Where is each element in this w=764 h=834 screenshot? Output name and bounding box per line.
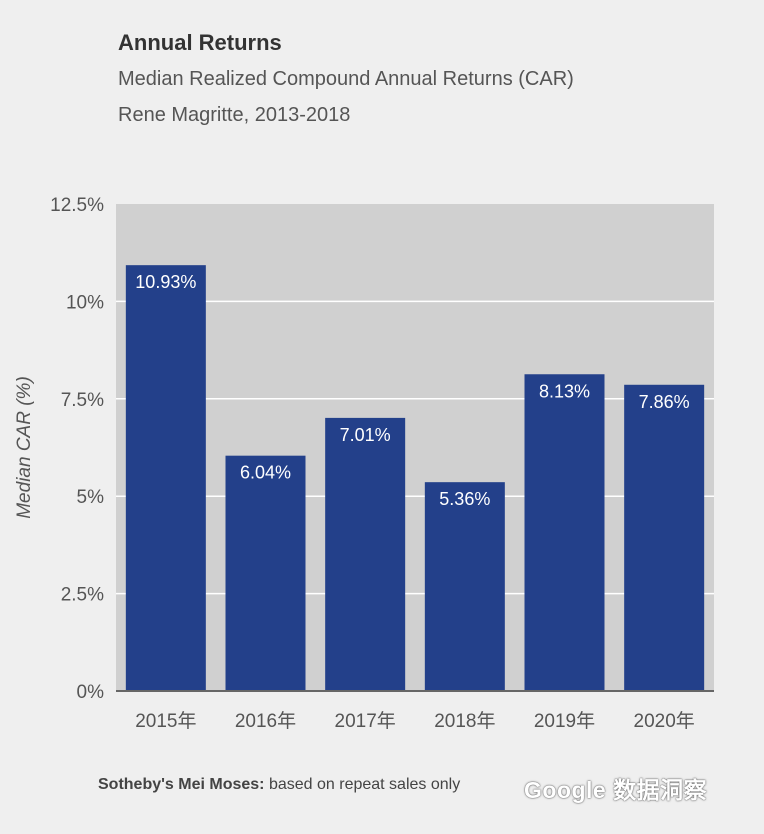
x-tick-label: 2018年: [434, 710, 495, 732]
bar: [624, 384, 705, 691]
y-tick-label: 10%: [66, 292, 104, 313]
y-tick-label: 0%: [77, 682, 105, 703]
y-tick-label: 7.5%: [61, 390, 104, 411]
x-tick-label: 2015年: [135, 710, 196, 732]
x-tick-label: 2017年: [335, 710, 396, 732]
x-axis-ticks: 2015年 2016年 2017年 2018年 2019年 2020年: [135, 710, 695, 732]
y-tick-label: 12.5%: [50, 195, 104, 216]
bar-value-label: 8.13%: [539, 381, 590, 401]
source-description: based on repeat sales only: [264, 776, 461, 793]
bar-value-label: 10.93%: [135, 272, 196, 292]
chart-title: Annual Returns: [118, 30, 282, 55]
bar: [225, 455, 306, 691]
y-axis-label: Median CAR (%): [14, 376, 35, 519]
bar: [424, 482, 505, 691]
bar: [524, 374, 605, 691]
x-tick-label: 2020年: [634, 710, 695, 732]
chart-subtitle-artist: Rene Magritte, 2013-2018: [118, 104, 351, 126]
y-tick-label: 2.5%: [61, 585, 104, 606]
bar: [125, 265, 206, 691]
x-tick-label: 2016年: [235, 710, 296, 732]
bar-value-label: 6.04%: [240, 463, 291, 483]
x-tick-label: 2019年: [534, 710, 595, 732]
source-name: Sotheby's Mei Moses:: [98, 776, 265, 793]
bar-value-label: 5.36%: [439, 489, 490, 509]
watermark-logo: Google 数据洞察: [524, 777, 708, 803]
bar: [325, 417, 406, 691]
y-axis-ticks: 0% 2.5% 5% 7.5% 10% 12.5%: [50, 195, 104, 703]
y-tick-label: 5%: [77, 487, 105, 508]
bar-value-label: 7.01%: [340, 425, 391, 445]
plot-background: [116, 204, 714, 691]
source-note: Sotheby's Mei Moses: based on repeat sal…: [98, 776, 460, 794]
bars: 10.93% 6.04% 7.01% 5.36% 8.13% 7.86%: [125, 265, 705, 691]
bar-value-label: 7.86%: [639, 392, 690, 412]
chart-subtitle: Median Realized Compound Annual Returns …: [118, 68, 574, 90]
gridlines: [116, 300, 714, 595]
